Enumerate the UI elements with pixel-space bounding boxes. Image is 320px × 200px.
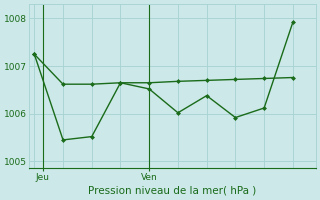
- X-axis label: Pression niveau de la mer( hPa ): Pression niveau de la mer( hPa ): [88, 186, 256, 196]
